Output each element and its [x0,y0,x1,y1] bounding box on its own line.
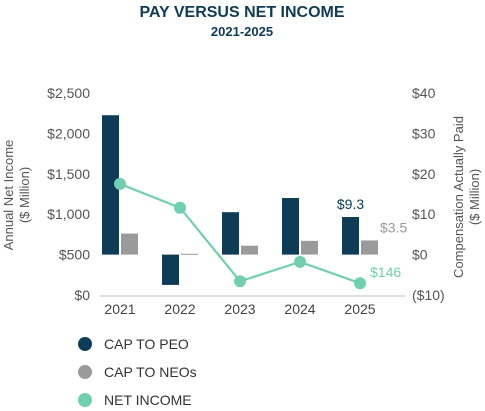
net-income-line-layer [114,177,366,290]
x-tick-label: 2021 [104,301,135,317]
right-tick-label: $10 [412,206,436,222]
right-axis-ticks: ($10) $0 $10 $20 $30 $40 [412,85,445,303]
bar-cap-neos [241,245,258,255]
left-tick-label: $2,000 [47,125,90,141]
legend-label: CAP TO PEO [104,336,189,352]
x-tick-label: 2022 [164,301,195,317]
net-income-point [114,177,126,190]
ylabel-left-text: Annual Net Income($ Million) [1,140,32,251]
bar-cap-neos [301,240,318,255]
bar-cap-peo [162,254,179,285]
left-tick-label: $2,500 [47,85,90,101]
right-tick-label: $30 [412,125,436,141]
bar-cap-peo [102,115,119,255]
legend-label: CAP TO NEOs [104,364,197,380]
x-tick-label: 2025 [344,301,375,317]
chart-title: PAY VERSUS NET INCOME [139,4,344,21]
axis-title-line: Annual Net Income [1,140,16,251]
left-tick-label: $1,500 [47,166,90,182]
bar-cap-peo [222,212,239,255]
right-tick-label: $40 [412,85,436,101]
left-tick-label: $500 [59,247,90,263]
x-tick-label: 2023 [224,301,255,317]
net-income-line [119,182,361,285]
data-label: $9.3 [337,196,364,212]
bar-cap-peo [342,217,359,255]
ylabel-right-text: Compensation Actually Paid($ Million) [451,116,482,278]
y-axis-label-left: Annual Net Income($ Million) [1,140,32,251]
bar-cap-peo [282,198,299,255]
bar-cap-neos [181,253,198,255]
legend-label: NET INCOME [104,392,192,408]
axis-title-line: ($ Million) [467,169,482,225]
right-tick-label: $20 [412,166,436,182]
net-income-point [294,255,306,268]
legend-marker [78,393,92,407]
x-axis-ticks: 2021 2022 2023 2024 2025 [104,301,375,317]
left-tick-label: $0 [74,287,90,303]
legend: CAP TO PEO CAP TO NEOs NET INCOME [78,336,197,408]
x-tick-label: 2024 [284,301,315,317]
net-income-point [174,201,186,214]
net-income-point [234,275,246,288]
net-income-point [354,277,366,290]
right-tick-label: ($10) [412,287,445,303]
legend-marker [78,365,92,379]
data-label: $146 [370,264,401,280]
chart-subtitle: 2021-2025 [211,24,273,39]
legend-marker [78,337,92,351]
left-axis-ticks: $0 $500 $1,000 $1,500 $2,000 $2,500 [47,85,90,303]
right-tick-label: $0 [412,247,428,263]
axis-title-line: ($ Million) [17,167,32,223]
bars [102,115,378,285]
data-labels: $9.3 $3.5 $146 [337,196,408,280]
left-tick-label: $1,000 [47,206,90,222]
bar-cap-neos [361,240,378,255]
axis-title-line: Compensation Actually Paid [451,116,466,278]
bar-cap-neos [121,233,138,255]
y-axis-label-right: Compensation Actually Paid($ Million) [451,116,482,278]
data-label: $3.5 [380,219,407,235]
